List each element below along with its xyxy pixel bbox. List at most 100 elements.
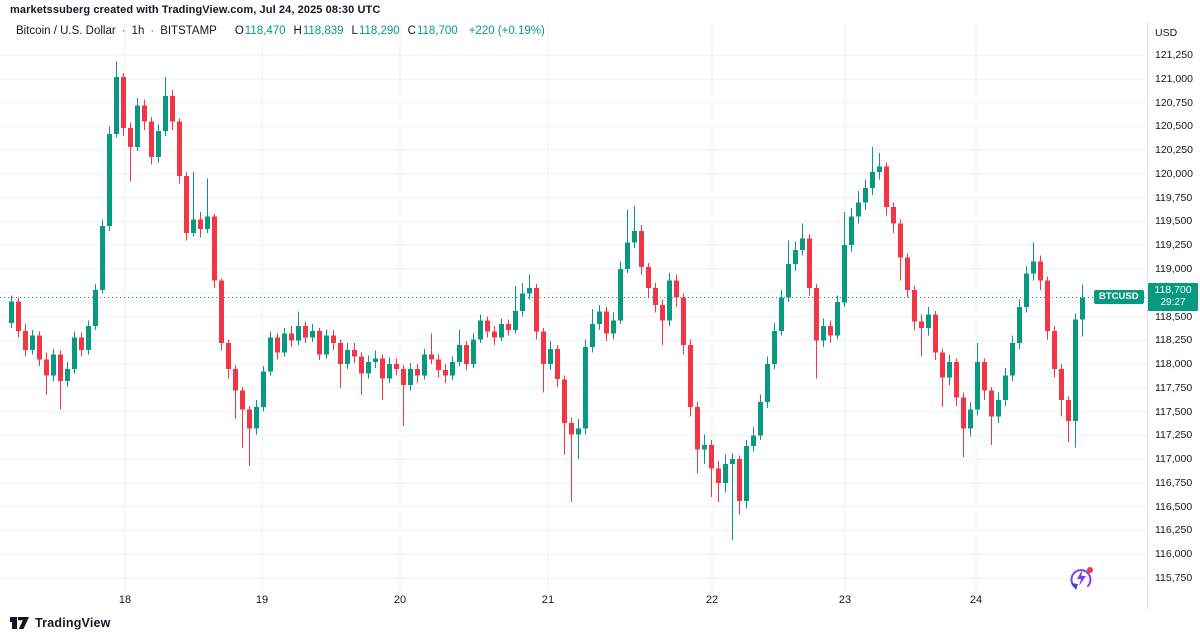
candle-body: [604, 311, 609, 334]
candle-body: [625, 242, 630, 269]
candle-body: [485, 320, 490, 332]
candle-body: [653, 288, 658, 306]
candle-body: [1003, 375, 1008, 401]
current-price-value: 118,700: [1154, 284, 1192, 297]
candle-body: [947, 362, 952, 378]
candle-body: [758, 402, 763, 436]
candle-body: [520, 293, 525, 311]
time-axis[interactable]: 18 19 20 21 22 23 24: [0, 592, 1147, 609]
candle-body: [737, 459, 742, 501]
candle-body: [674, 280, 679, 298]
candle-body: [996, 400, 1001, 417]
price-tick-label: 119,500: [1155, 215, 1193, 227]
candle-body: [849, 216, 854, 246]
time-tick-label: 22: [705, 594, 719, 606]
price-axis[interactable]: USD 121,250 121,000 120,750 120,500 120,250 1…: [1148, 22, 1200, 609]
current-price-label: 118,700 29:27: [1148, 283, 1198, 312]
candle-body: [597, 311, 602, 325]
time-tick-label: 19: [255, 594, 269, 606]
bar-countdown: 29:27: [1160, 297, 1186, 309]
symbol-name[interactable]: Bitcoin / U.S. Dollar: [16, 25, 116, 37]
candle-body: [471, 339, 476, 364]
close-value: 118,700: [416, 25, 458, 37]
candle-body: [835, 302, 840, 336]
candle-body: [695, 406, 700, 450]
candle-body: [415, 368, 420, 376]
price-tick-label: 120,000: [1155, 168, 1193, 180]
candle-body: [93, 289, 98, 326]
candle-body: [296, 326, 301, 341]
candle-body: [352, 349, 357, 357]
candle-body: [534, 288, 539, 332]
candle-body: [975, 362, 980, 410]
price-tick-label: 119,000: [1155, 263, 1193, 275]
candle-body: [149, 121, 154, 157]
candle-body: [338, 343, 343, 364]
separator-dot: ·: [150, 25, 155, 37]
time-tick-label: 18: [118, 594, 132, 606]
candle-body: [114, 76, 119, 134]
candle-body: [779, 297, 784, 331]
candle-body: [968, 409, 973, 429]
candle-body: [366, 362, 371, 374]
candle-body: [709, 444, 714, 469]
low-key: L: [351, 25, 358, 37]
candle-body: [793, 249, 798, 265]
candle-body: [205, 216, 210, 230]
price-tick-label: 117,750: [1155, 382, 1193, 394]
candle-body: [177, 121, 182, 176]
time-tick-label: 24: [969, 594, 983, 606]
candle-body: [429, 354, 434, 360]
candle-body: [1031, 261, 1036, 274]
close-key: C: [407, 25, 416, 37]
attribution-text: marketssuberg created with TradingView.c…: [10, 4, 381, 16]
flash-refresh-icon[interactable]: [1066, 563, 1096, 593]
high-key: H: [293, 25, 302, 37]
candle-body: [527, 288, 532, 294]
candle-body: [723, 463, 728, 483]
price-tick-label: 115,750: [1155, 572, 1193, 584]
candle-body: [667, 280, 672, 321]
candle-body: [856, 202, 861, 217]
candle-body: [646, 267, 651, 288]
branding-bar: TradingView: [0, 609, 1200, 636]
candle-body: [282, 333, 287, 353]
candle-body: [51, 354, 56, 376]
candle-body: [1010, 343, 1015, 376]
candle-body: [9, 301, 14, 324]
candle-body: [240, 390, 245, 410]
price-tick-label: 116,250: [1155, 524, 1193, 536]
price-tick-label: 121,250: [1155, 49, 1193, 61]
candle-body: [870, 172, 875, 189]
candle-body: [828, 326, 833, 336]
change-value: +220 (+0.19%): [468, 25, 545, 37]
price-axis-unit: USD: [1155, 27, 1178, 39]
candle-body: [590, 324, 595, 347]
candle-body: [919, 321, 924, 328]
candle-body: [1045, 280, 1050, 331]
candle-body: [912, 289, 917, 322]
interval-label[interactable]: 1h: [131, 25, 145, 37]
candle-body: [261, 371, 266, 407]
candle-body: [618, 269, 623, 321]
candle-body: [142, 105, 147, 122]
candle-body: [905, 257, 910, 290]
candle-body: [191, 219, 196, 233]
candle-body: [772, 330, 777, 365]
candle-body: [394, 364, 399, 369]
exchange-label[interactable]: BITSTAMP: [160, 25, 217, 37]
candle-body: [387, 364, 392, 379]
price-tick-label: 120,750: [1155, 97, 1193, 109]
candle-body: [121, 76, 126, 129]
candle-body: [457, 345, 462, 363]
price-tick-label: 117,250: [1155, 429, 1193, 441]
alert-dot: [1087, 567, 1093, 573]
candle-body: [23, 330, 28, 350]
candle-body: [65, 368, 70, 382]
candle-body: [954, 362, 959, 398]
tradingview-logo-text: TradingView: [35, 615, 111, 630]
candle-body: [688, 345, 693, 407]
candle-body: [422, 354, 427, 376]
